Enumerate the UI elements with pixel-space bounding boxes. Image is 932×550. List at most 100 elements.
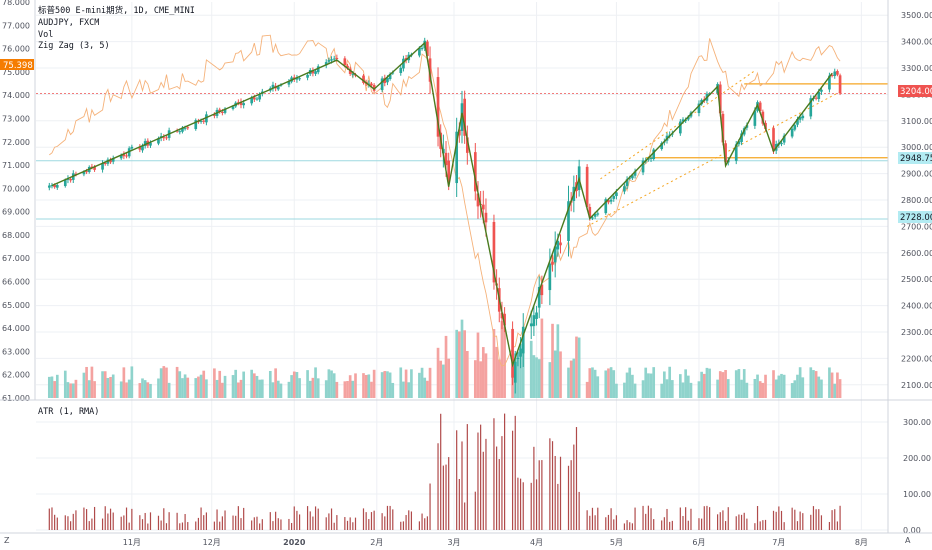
candle-body — [391, 72, 395, 74]
candle-body — [553, 246, 557, 263]
volume-bar — [529, 340, 533, 398]
x-axis-label: 12月 — [203, 538, 221, 547]
candle-body — [327, 60, 331, 62]
candle-body — [55, 185, 59, 188]
volume-bar — [138, 383, 142, 398]
atr-bar — [442, 465, 444, 530]
candle-body — [162, 137, 166, 139]
volume-bar — [572, 358, 576, 398]
atr-bar — [738, 514, 740, 530]
atr-bar — [75, 510, 77, 530]
atr-bar — [615, 515, 618, 530]
atr-bar — [535, 479, 538, 530]
volume-bar — [742, 369, 746, 398]
atr-bar — [538, 460, 540, 530]
atr-bar — [754, 523, 756, 530]
volume-bar — [516, 352, 520, 398]
volume-bar — [724, 370, 727, 398]
volume-bar — [663, 371, 666, 398]
volume-bar — [330, 370, 333, 398]
atr-bar — [312, 516, 314, 530]
volume-bar — [157, 378, 160, 398]
atr-bar — [482, 451, 484, 530]
atr-bar — [176, 512, 178, 530]
volume-bar — [202, 370, 206, 398]
bottom-right-button[interactable]: A — [905, 536, 911, 545]
candle-body — [239, 101, 243, 105]
atr-bar — [610, 508, 612, 530]
volume-bar — [101, 371, 104, 398]
atr-bar — [101, 518, 104, 530]
candle-body — [764, 122, 767, 130]
volume-bar — [122, 367, 126, 398]
volume-bar — [348, 375, 352, 398]
volume-bar — [838, 379, 842, 398]
candle-body — [213, 114, 216, 116]
audjpy-price-tag-text: 75.398 — [3, 61, 33, 71]
x-axis-label: 3月 — [447, 538, 460, 547]
atr-bar — [666, 508, 668, 530]
atr-bar — [72, 513, 74, 530]
candle-body — [47, 185, 51, 188]
atr-bar — [429, 483, 431, 530]
atr-bar — [567, 465, 570, 530]
atr-bar — [589, 515, 591, 530]
volume-bar — [66, 382, 70, 398]
atr-bar — [418, 521, 420, 530]
volume-bar — [199, 374, 203, 398]
candle-body — [604, 199, 608, 214]
candle-body — [436, 77, 440, 137]
candle-body — [532, 315, 536, 327]
candle-body — [205, 114, 208, 123]
volume-bar — [335, 381, 339, 398]
atr-bar — [296, 510, 298, 530]
atr-bar — [724, 521, 727, 530]
candle-body — [165, 137, 168, 139]
candle-body — [276, 86, 280, 90]
bottom-left-button[interactable]: Z — [4, 536, 10, 545]
candle-body — [801, 115, 805, 119]
atr-bar — [160, 520, 162, 530]
volume-bar — [607, 368, 610, 398]
atr-bar — [157, 515, 160, 530]
left-axis-tick: 64.000 — [2, 324, 30, 333]
candle-body — [426, 41, 429, 56]
atr-bar — [722, 510, 724, 530]
atr-bar — [551, 441, 554, 530]
candle-body — [753, 110, 757, 126]
atr-bar — [197, 517, 200, 530]
atr-bar — [181, 522, 184, 530]
atr-bar — [594, 515, 596, 530]
volume-bar — [753, 378, 757, 398]
candle-body — [335, 57, 339, 59]
atr-bar — [834, 509, 836, 530]
atr-bar — [445, 464, 447, 530]
candle-body — [535, 312, 538, 319]
right-axis-tick: 2700.00 — [901, 222, 932, 231]
atr-axis-tick: 0.00 — [903, 526, 921, 535]
candle-body — [418, 48, 421, 56]
volume-bar — [641, 380, 645, 398]
atr-bar — [330, 508, 333, 530]
candle-body — [612, 196, 616, 199]
atr-bar — [647, 505, 649, 530]
volume-bar — [343, 381, 347, 398]
atr-bar — [796, 521, 799, 530]
volume-bar — [205, 379, 208, 398]
volume-bar — [420, 367, 424, 398]
right-axis-tick: 2300.00 — [901, 328, 932, 337]
volume-bar — [383, 371, 387, 398]
volume-bar — [111, 374, 115, 398]
atr-bar — [709, 507, 711, 530]
candle-body — [631, 175, 634, 179]
atr-bar — [54, 514, 56, 530]
volume-bar — [801, 377, 805, 398]
atr-bar — [219, 521, 221, 530]
atr-bar — [530, 482, 532, 530]
right-axis-tick: 3000.00 — [901, 143, 932, 152]
atr-bar — [437, 443, 439, 530]
atr-bar — [661, 520, 663, 530]
candle-body — [109, 159, 112, 163]
volume-bar — [689, 382, 693, 398]
